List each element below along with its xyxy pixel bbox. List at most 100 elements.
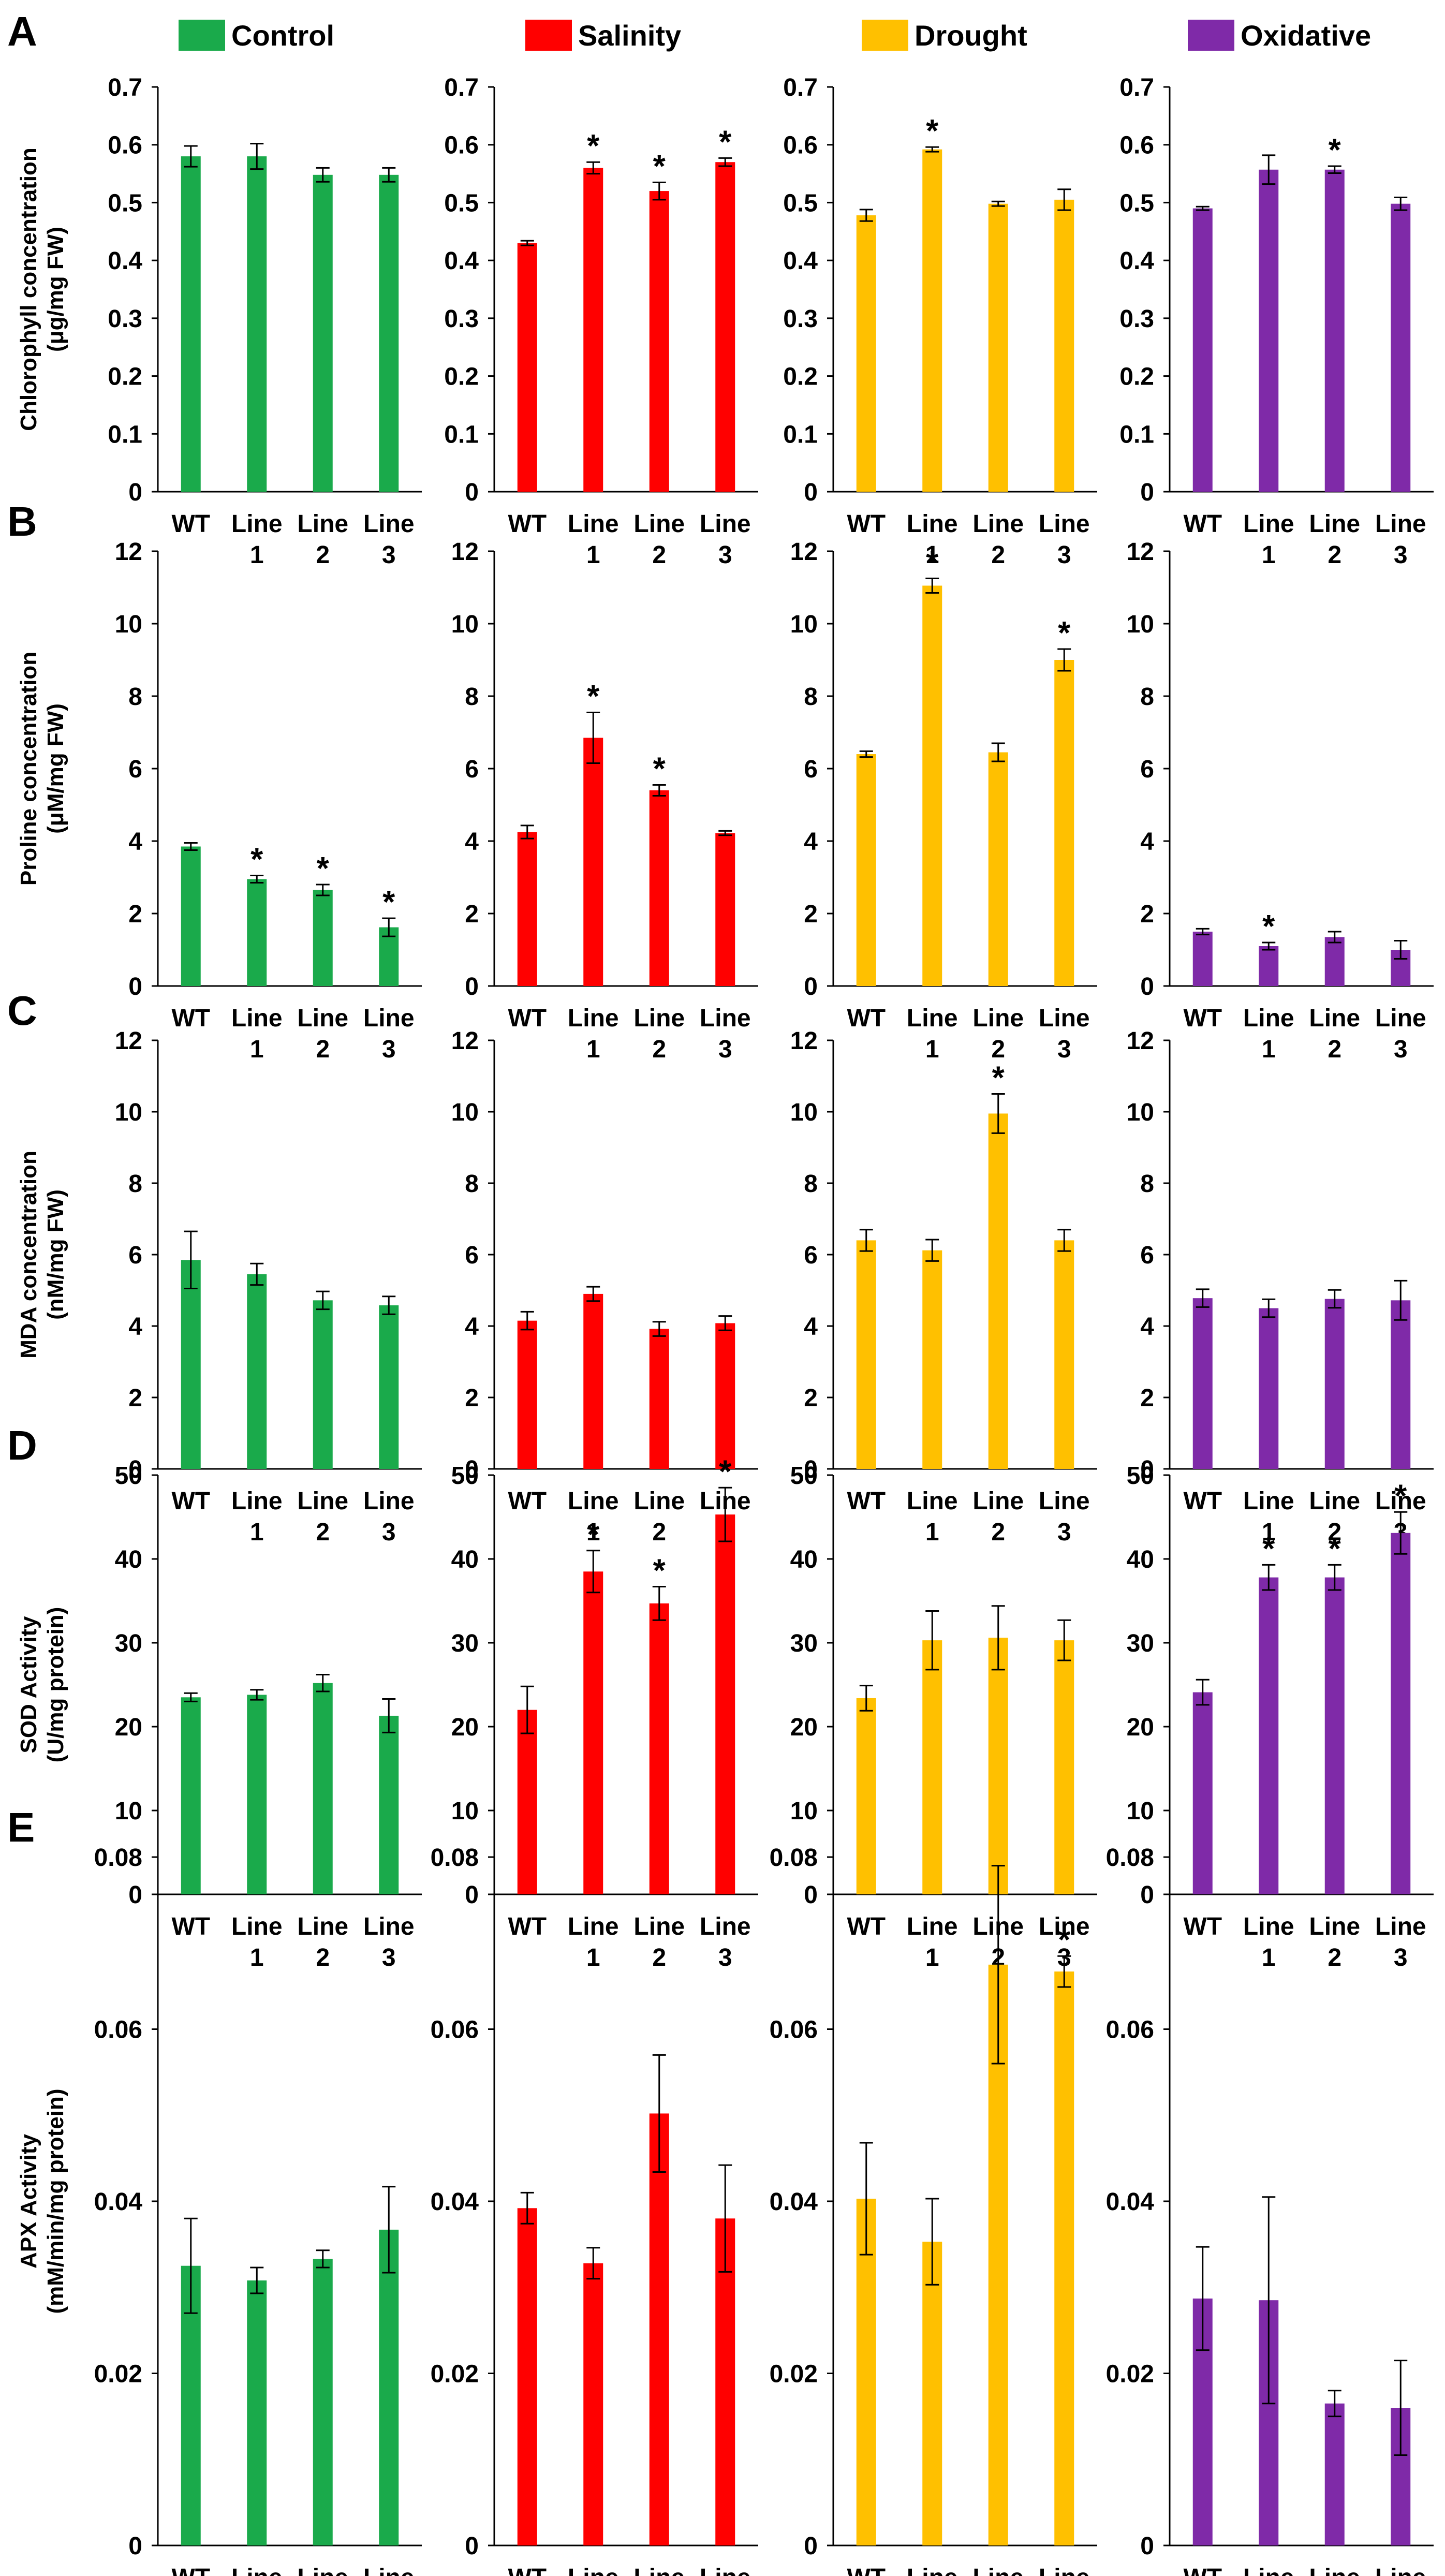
error-bar: [1328, 1564, 1341, 1591]
y-tick-label: 6: [804, 756, 818, 783]
x-tick-label: Line: [633, 2564, 685, 2576]
bar-control-0: [181, 1697, 201, 1894]
significance-marker: *: [1058, 615, 1071, 651]
y-tick-label: 0.02: [770, 2361, 818, 2388]
bar-drought-1: [922, 1640, 942, 1894]
error-bar: [586, 2247, 600, 2280]
bar-drought-3: [1054, 660, 1074, 986]
y-tick-label: 0.02: [94, 2361, 142, 2388]
x-tick-label: WT: [847, 2564, 886, 2576]
y-tick-label: 0.2: [1119, 363, 1154, 391]
legend-label: Drought: [915, 19, 1027, 52]
error-bar: [925, 1610, 939, 1671]
bar-salinity-2: [649, 1329, 669, 1469]
y-tick-label: 10: [790, 1798, 818, 1825]
error-bar: [250, 875, 264, 884]
bar-salinity-2: [649, 191, 669, 492]
y-tick-label: 2: [1140, 1385, 1154, 1412]
x-tick-label: WT: [847, 1488, 886, 1515]
y-tick-label: 6: [1140, 1242, 1154, 1269]
x-tick-label-line2: 2: [1328, 1944, 1341, 1971]
x-tick-label-line2: 3: [382, 1036, 396, 1063]
y-tick-label: 10: [115, 1099, 142, 1126]
bar-drought-1: [922, 149, 942, 492]
y-tick-label: 10: [451, 1099, 479, 1126]
x-tick-label: Line: [1039, 1913, 1090, 1940]
y-tick-label: 0.02: [1106, 2361, 1154, 2388]
significance-marker: *: [719, 124, 732, 160]
x-tick-label: Line: [363, 1005, 415, 1032]
x-tick-label: Line: [907, 1488, 958, 1515]
x-tick-label: Line: [633, 1488, 685, 1515]
y-tick-label: 4: [128, 1313, 142, 1341]
error-bar: [316, 2249, 330, 2269]
y-tick-label: 0: [465, 479, 479, 506]
significance-marker: *: [926, 113, 939, 149]
bar-salinity-1: [583, 738, 603, 986]
y-tick-label: 40: [451, 1546, 479, 1573]
bar-salinity-3: [715, 1323, 735, 1469]
error-bar: [1394, 1279, 1408, 1321]
x-tick-label: Line: [231, 1913, 283, 1940]
x-tick-label: Line: [1309, 2564, 1360, 2576]
x-tick-label: WT: [171, 2564, 210, 2576]
y-tick-label: 8: [1140, 1170, 1154, 1198]
x-tick-label-line2: 2: [652, 1944, 666, 1971]
x-tick-label: Line: [1375, 1913, 1426, 1940]
bar-control-2: [313, 890, 333, 986]
x-tick-label: Line: [1243, 2564, 1294, 2576]
bar-drought-2: [988, 752, 1008, 986]
y-tick-label: 12: [1127, 1027, 1154, 1055]
bar-salinity-3: [715, 1514, 735, 1894]
error-bar: [925, 1239, 939, 1262]
y-tick-label: 0: [804, 479, 818, 506]
significance-marker: *: [992, 1061, 1005, 1096]
x-tick-label: Line: [1243, 1913, 1294, 1940]
y-tick-label: 6: [804, 1242, 818, 1269]
error-bar: [991, 1605, 1005, 1671]
y-tick-label: 0.2: [783, 363, 818, 391]
bar-drought-3: [1054, 199, 1074, 492]
y-tick-label: 30: [1127, 1630, 1154, 1657]
legend-item-drought: Drought: [862, 19, 1027, 52]
y-tick-label: 0.3: [783, 305, 818, 333]
error-bar: [586, 712, 600, 764]
x-tick-label: Line: [1039, 2564, 1090, 2576]
y-tick-label: 40: [790, 1546, 818, 1573]
x-tick-label: Line: [297, 510, 348, 538]
bar-drought-3: [1054, 1240, 1074, 1469]
x-tick-label: Line: [231, 1005, 283, 1032]
y-tick-label: 0: [1140, 973, 1154, 1000]
x-tick-label-line2: 2: [316, 1944, 330, 1971]
y-tick-label: 0.08: [431, 1844, 479, 1872]
y-tick-label: 20: [790, 1714, 818, 1741]
error-bar: [382, 1698, 396, 1733]
x-tick-label: Line: [231, 1488, 283, 1515]
x-tick-label: Line: [568, 1913, 619, 1940]
bar-control-0: [181, 846, 201, 986]
error-bar: [382, 1296, 396, 1315]
y-tick-label: 4: [465, 828, 479, 856]
error-bar: [382, 167, 396, 183]
y-tick-label: 0: [1140, 2533, 1154, 2560]
bar-drought-1: [922, 1250, 942, 1469]
error-bar: [586, 161, 600, 175]
x-tick-label-line2: 3: [1057, 541, 1071, 569]
bar-control-0: [181, 1260, 201, 1469]
subplot-oxidative: 0 0.02 0.04 0.06 0.08 WT Line 1 Line 2 Line 3: [1106, 1844, 1434, 2576]
error-bar: [1262, 1564, 1276, 1591]
y-tick-label: 4: [128, 828, 142, 856]
panel-e: E APX Activity (mM/min/mg protein) 0 0.02 0.0…: [7, 1804, 1434, 2576]
x-tick-label: Line: [972, 510, 1024, 538]
x-tick-label: Line: [1243, 510, 1294, 538]
y-tick-label: 0.4: [108, 247, 142, 275]
panel-letter: C: [7, 988, 37, 1034]
legend-swatch: [525, 20, 572, 51]
y-tick-label: 0: [1140, 1881, 1154, 1909]
bar-control-1: [247, 156, 267, 492]
x-tick-label: WT: [508, 1913, 547, 1940]
error-bar: [1262, 154, 1276, 185]
